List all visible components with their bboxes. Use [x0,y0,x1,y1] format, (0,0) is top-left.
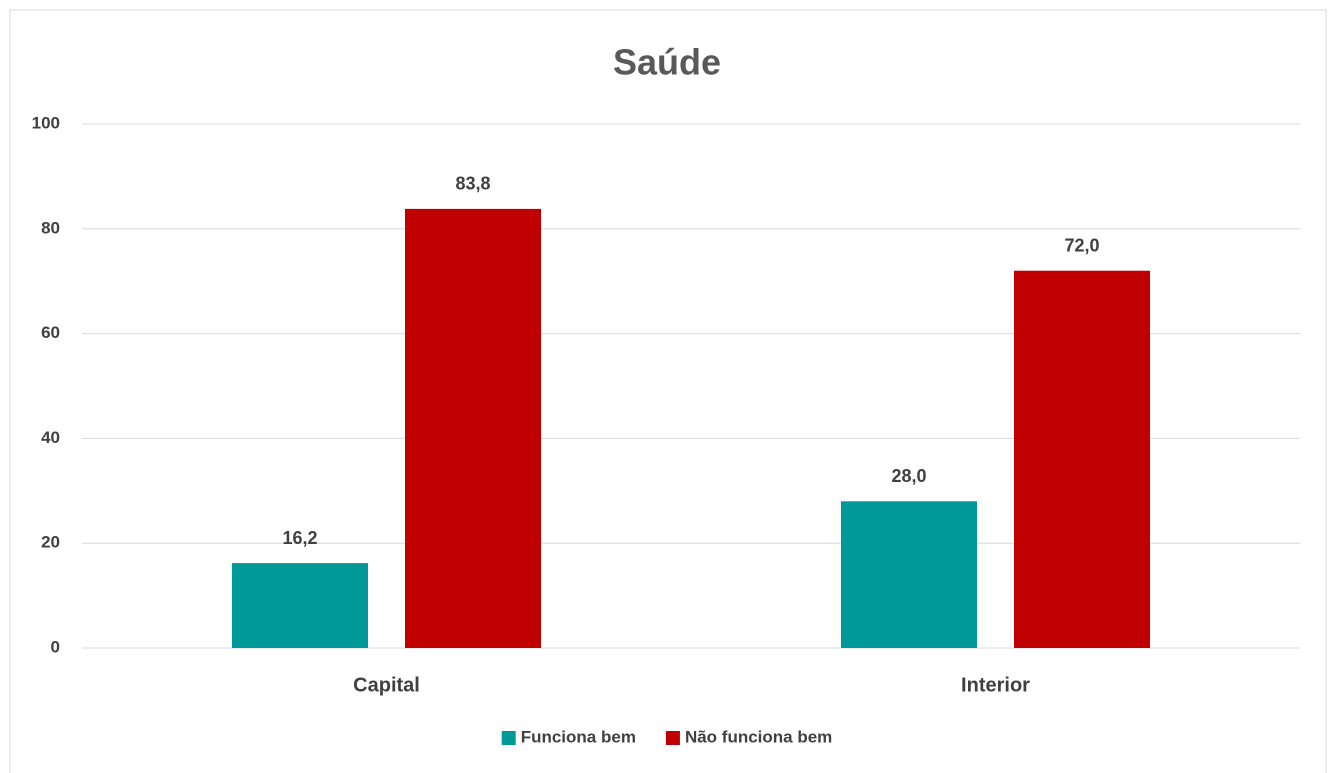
x-tick-label: Capital [353,674,420,696]
value-label: 16,2 [282,528,317,548]
value-label: 28,0 [891,466,926,486]
value-label: 72,0 [1064,235,1099,255]
bar [1014,270,1150,648]
y-tick-label: 100 [32,113,60,132]
y-tick-label: 80 [41,218,60,237]
legend-label: Não funciona bem [685,727,832,746]
legend-label: Funciona bem [521,727,636,746]
y-tick-label: 20 [41,533,60,552]
value-label: 83,8 [455,174,490,194]
chart-title: Saúde [613,42,721,83]
bar [232,563,368,648]
y-tick-label: 60 [41,323,60,342]
y-tick-label: 40 [41,428,60,447]
y-tick-label: 0 [51,637,60,656]
bar [405,208,541,648]
legend-swatch [665,731,680,745]
bar [841,501,977,648]
x-tick-label: Interior [961,674,1030,696]
legend-swatch [501,731,516,745]
